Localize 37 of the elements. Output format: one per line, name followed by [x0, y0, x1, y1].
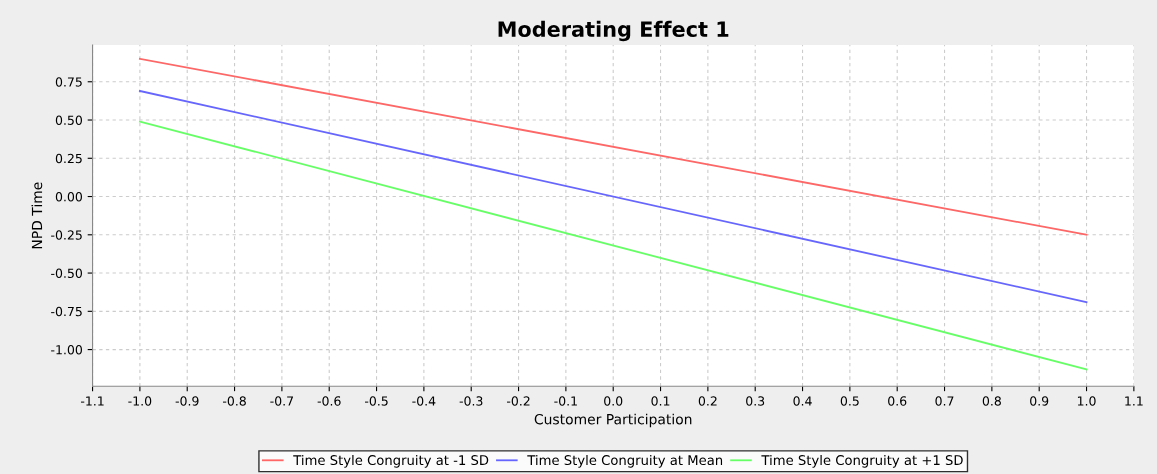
legend-label: Time Style Congruity at -1 SD — [293, 454, 489, 468]
y-tick-label: -0.25 — [51, 230, 82, 240]
y-tick-label: -1.00 — [51, 345, 83, 355]
x-tick-label: 0.0 — [604, 396, 623, 406]
y-tick-label: -0.50 — [51, 268, 83, 278]
x-axis-title: Customer Participation — [534, 413, 692, 428]
y-tick-label: 0.25 — [55, 153, 82, 164]
y-axis-title: NPD Time — [31, 182, 43, 249]
x-tick-label: 1.1 — [1125, 396, 1143, 406]
x-tick-label: 0.4 — [793, 396, 812, 406]
x-tick-label: 0.2 — [698, 396, 717, 406]
y-tick-label: 0.75 — [55, 77, 82, 87]
legend-label: Time Style Congruity at Mean — [527, 454, 723, 468]
x-tick-label: -0.9 — [175, 396, 199, 406]
legend-label: Time Style Congruity at +1 SD — [761, 454, 963, 468]
x-tick-label: -1.0 — [128, 396, 152, 406]
x-tick-label: 0.3 — [746, 396, 765, 406]
y-tick-label: -0.75 — [51, 306, 82, 317]
x-tick-label: 0.5 — [840, 396, 859, 406]
x-tick-label: 0.1 — [651, 396, 670, 406]
x-tick-label: -0.7 — [270, 396, 294, 406]
x-tick-label: -0.6 — [317, 396, 341, 406]
x-tick-label: -0.5 — [364, 396, 388, 406]
x-tick-label: -0.2 — [506, 396, 530, 406]
x-tick-label: -1.1 — [80, 396, 104, 406]
x-tick-label: 0.9 — [1030, 396, 1049, 406]
y-tick-label: 0.50 — [55, 115, 83, 125]
chart-title: Moderating Effect 1 — [498, 20, 729, 42]
x-tick-label: 0.6 — [888, 396, 907, 406]
x-tick-label: -0.4 — [412, 396, 436, 406]
x-tick-label: -0.8 — [222, 396, 246, 406]
x-tick-label: 0.7 — [935, 396, 954, 406]
x-tick-label: 1.0 — [1077, 396, 1096, 406]
x-tick-label: 0.8 — [982, 396, 1001, 406]
x-tick-label: -0.3 — [459, 396, 483, 406]
x-tick-label: -0.1 — [554, 396, 577, 406]
y-tick-label: 0.00 — [55, 192, 83, 202]
